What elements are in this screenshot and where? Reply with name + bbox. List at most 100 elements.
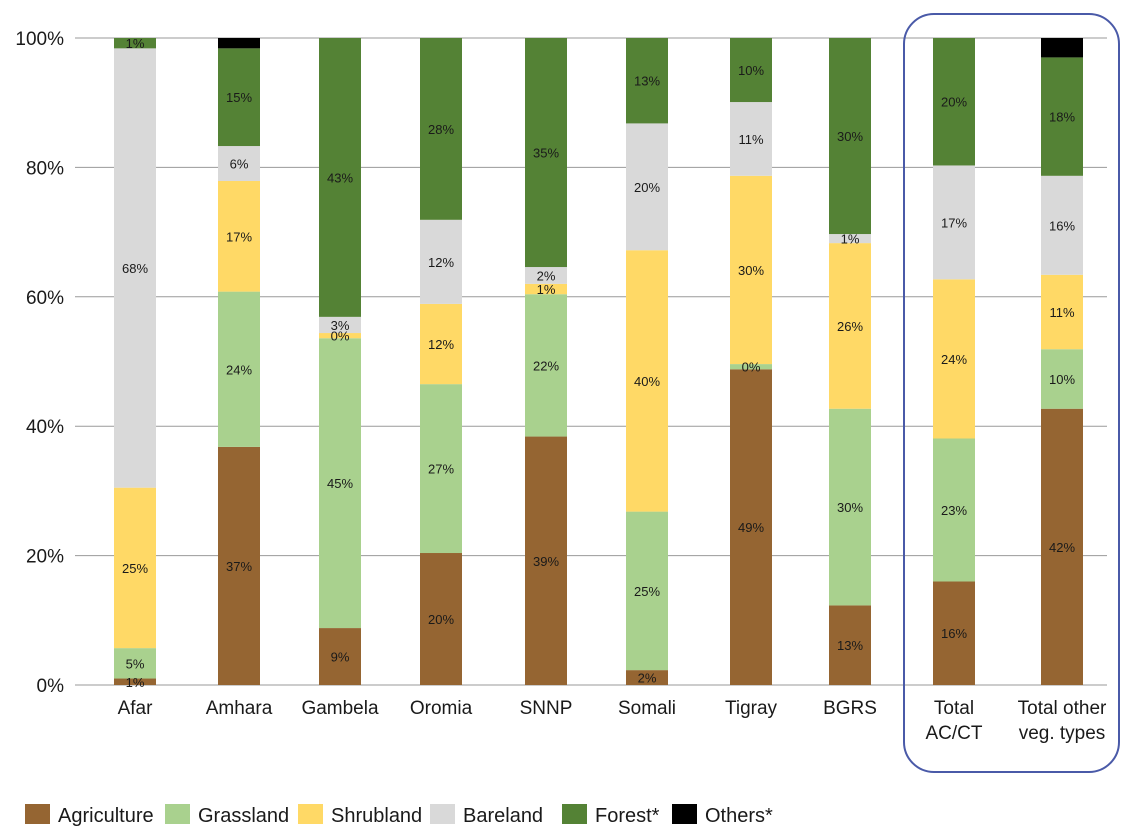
bar-segment-agriculture — [114, 678, 156, 685]
bar-segment-shrubland — [319, 333, 361, 339]
bar-segment-grassland — [420, 384, 462, 554]
data-label: 13% — [634, 74, 660, 89]
data-label: 25% — [634, 584, 660, 599]
x-tick-label: Somali — [618, 698, 676, 719]
bar-segment-shrubland — [218, 180, 260, 292]
legend-label: Shrubland — [331, 805, 422, 826]
bar-segment-agriculture — [626, 670, 668, 685]
bar-segment-grassland — [218, 291, 260, 447]
data-label: 17% — [941, 215, 967, 230]
data-label: 37% — [226, 559, 252, 574]
x-tick-label: Gambela — [301, 698, 379, 719]
data-label: 2% — [638, 671, 657, 686]
data-label: 24% — [226, 362, 252, 377]
y-tick-label: 80% — [26, 158, 64, 179]
bar-segment-bareland — [218, 146, 260, 181]
data-label: 5% — [126, 656, 145, 671]
x-tick-label: Amhara — [206, 698, 273, 719]
data-label: 2% — [537, 268, 556, 283]
bar-segment-bareland — [420, 219, 462, 304]
data-label: 1% — [537, 282, 556, 297]
bar-segment-forest — [525, 38, 567, 268]
legend-label: Grassland — [198, 805, 289, 826]
x-tick-label: veg. types — [1019, 723, 1106, 744]
bar-segment-agriculture — [829, 605, 871, 685]
data-label: 15% — [226, 90, 252, 105]
y-tick-label: 20% — [26, 547, 64, 568]
legend-label: Bareland — [463, 805, 543, 826]
bar-segment-grassland — [626, 511, 668, 671]
bar-segment-shrubland — [933, 279, 975, 439]
data-label: 25% — [122, 561, 148, 576]
legend-label: Forest* — [595, 805, 660, 826]
bar-segment-agriculture — [1041, 408, 1083, 685]
y-tick-label: 40% — [26, 417, 64, 438]
bar-segment-shrubland — [1041, 274, 1083, 350]
data-label: 11% — [1049, 305, 1074, 320]
legend-swatch — [562, 804, 587, 824]
data-label: 23% — [941, 503, 967, 518]
legend-swatch — [25, 804, 50, 824]
x-tick-label: Total other — [1018, 698, 1107, 719]
data-label: 40% — [634, 374, 660, 389]
data-label: 3% — [331, 318, 350, 333]
bar-segment-others — [1041, 38, 1083, 58]
data-label: 13% — [837, 638, 863, 653]
bar-segment-forest — [626, 38, 668, 124]
bar-segment-bareland — [933, 165, 975, 280]
data-label: 39% — [533, 554, 559, 569]
bar-segment-bareland — [829, 234, 871, 244]
data-label: 30% — [738, 263, 764, 278]
bar-segment-agriculture — [420, 553, 462, 685]
bar-segment-forest — [319, 38, 361, 317]
data-label: 11% — [738, 132, 763, 147]
legend-swatch — [165, 804, 190, 824]
data-label: 24% — [941, 352, 967, 367]
data-label: 20% — [634, 180, 660, 195]
data-label: 10% — [1049, 372, 1075, 387]
bar-segment-forest — [829, 38, 871, 235]
bar-segment-bareland — [525, 267, 567, 284]
highlight-box — [903, 13, 1120, 773]
bar-segment-others — [218, 38, 260, 49]
data-label: 12% — [428, 337, 454, 352]
data-label: 27% — [428, 462, 454, 477]
data-label: 42% — [1049, 540, 1075, 555]
data-label: 30% — [837, 500, 863, 515]
bar-segment-forest — [420, 38, 462, 220]
x-tick-label: SNNP — [520, 698, 573, 719]
data-label: 16% — [941, 626, 967, 641]
bar-segment-forest — [114, 38, 156, 49]
data-label: 20% — [428, 612, 454, 627]
x-tick-label: Tigray — [725, 698, 778, 719]
bar-segment-forest — [218, 48, 260, 147]
data-label: 49% — [738, 520, 764, 535]
data-label: 45% — [327, 476, 353, 491]
data-label: 0% — [331, 329, 350, 344]
legend-swatch — [672, 804, 697, 824]
data-label: 6% — [230, 157, 249, 172]
data-label: 12% — [428, 255, 454, 270]
bar-segment-grassland — [114, 648, 156, 679]
legend-label: Others* — [705, 805, 773, 826]
bar-segment-agriculture — [218, 446, 260, 685]
bar-segment-shrubland — [420, 303, 462, 385]
data-label: 26% — [837, 319, 863, 334]
data-label: 22% — [533, 358, 559, 373]
bar-segment-agriculture — [319, 628, 361, 685]
data-label: 1% — [841, 232, 860, 247]
bar-segment-bareland — [626, 123, 668, 251]
data-label: 9% — [331, 650, 350, 665]
data-label: 68% — [122, 261, 148, 276]
data-label: 20% — [941, 95, 967, 110]
bar-segment-grassland — [1041, 349, 1083, 409]
bar-segment-forest — [1041, 57, 1083, 176]
data-label: 1% — [126, 675, 145, 690]
bar-segment-bareland — [1041, 175, 1083, 275]
x-tick-label: Total — [934, 698, 974, 719]
data-label: 43% — [327, 170, 353, 185]
bar-segment-shrubland — [525, 283, 567, 295]
bar-segment-agriculture — [933, 581, 975, 685]
bar-segment-bareland — [319, 316, 361, 334]
x-tick-label: Oromia — [410, 698, 473, 719]
